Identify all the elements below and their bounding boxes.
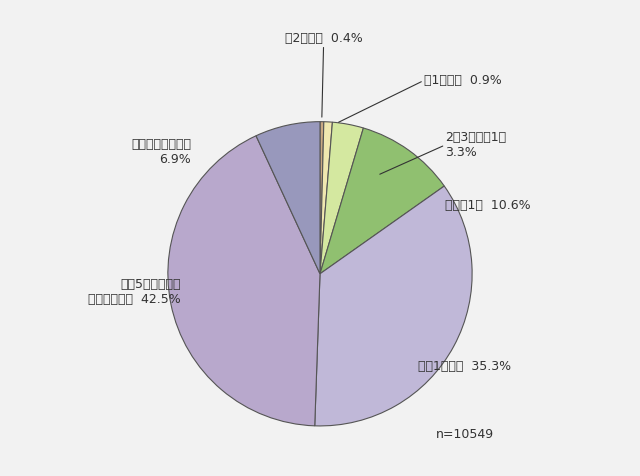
Text: 月1回程度  0.9%: 月1回程度 0.9%	[424, 74, 502, 87]
Wedge shape	[320, 128, 444, 274]
Text: n=10549: n=10549	[436, 428, 495, 441]
Wedge shape	[320, 122, 324, 274]
Text: 年に1回以下  35.3%: 年に1回以下 35.3%	[419, 360, 511, 373]
Text: 直近5年以内には
行っていない  42.5%: 直近5年以内には 行っていない 42.5%	[88, 278, 180, 306]
Wedge shape	[256, 122, 320, 274]
Text: 2〜3ヶ月に1回
3.3%: 2〜3ヶ月に1回 3.3%	[445, 131, 506, 159]
Wedge shape	[320, 122, 364, 274]
Wedge shape	[168, 136, 320, 426]
Text: 月2回以上  0.4%: 月2回以上 0.4%	[285, 32, 362, 45]
Wedge shape	[315, 186, 472, 426]
Wedge shape	[320, 122, 332, 274]
Text: 行ったことはない
6.9%: 行ったことはない 6.9%	[131, 138, 191, 166]
Text: 半年に1回  10.6%: 半年に1回 10.6%	[445, 199, 531, 212]
